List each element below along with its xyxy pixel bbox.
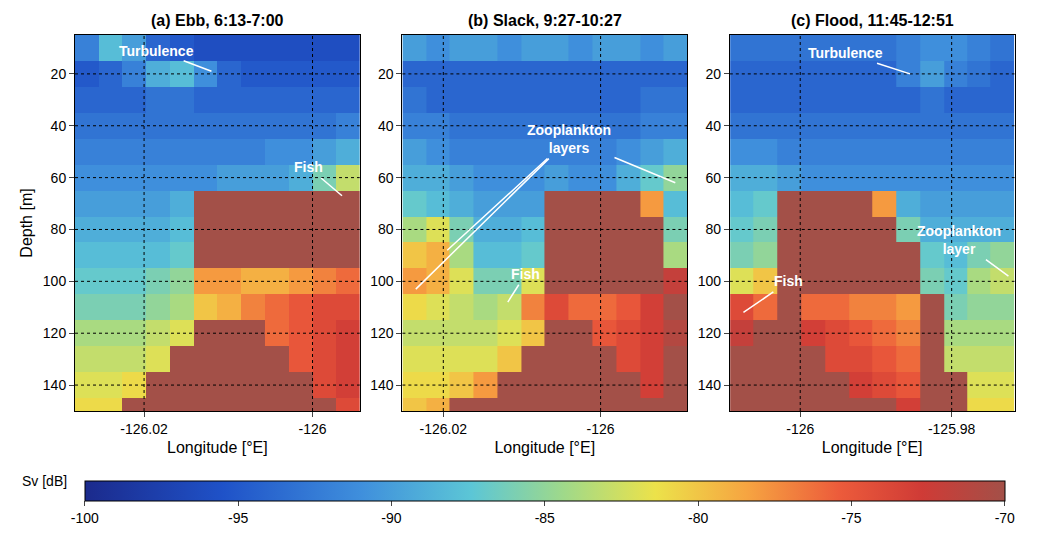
svg-text:-126: -126 [299,421,327,437]
svg-text:(c) Flood, 11:45-12:51: (c) Flood, 11:45-12:51 [791,12,954,29]
svg-text:-90: -90 [381,510,401,526]
svg-text:140: 140 [698,377,722,393]
svg-text:40: 40 [378,118,394,134]
svg-text:Fish: Fish [774,273,803,289]
svg-text:20: 20 [705,66,721,82]
svg-text:80: 80 [378,221,394,237]
svg-text:20: 20 [51,66,67,82]
svg-text:Longitude [°E]: Longitude [°E] [167,439,268,456]
svg-text:Longitude [°E]: Longitude [°E] [822,439,923,456]
svg-text:120: 120 [43,325,67,341]
svg-text:60: 60 [705,170,721,186]
svg-text:-126.02: -126.02 [420,421,468,437]
svg-text:-126.02: -126.02 [120,421,168,437]
svg-text:Zooplanktonlayers: Zooplanktonlayers [527,122,611,156]
svg-text:140: 140 [43,377,67,393]
svg-text:-126: -126 [786,421,814,437]
svg-text:-100: -100 [71,510,99,526]
svg-text:100: 100 [698,273,722,289]
svg-text:40: 40 [705,118,721,134]
svg-text:Fish: Fish [511,266,540,282]
svg-text:20: 20 [378,66,394,82]
svg-text:Zooplanktonlayers: Zooplanktonlayers [527,122,611,156]
svg-text:Turbulence: Turbulence [808,45,883,61]
svg-text:Sv [dB]: Sv [dB] [22,473,67,489]
svg-text:100: 100 [370,273,394,289]
svg-text:Longitude [°E]: Longitude [°E] [494,439,595,456]
svg-text:60: 60 [51,170,67,186]
svg-text:120: 120 [370,325,394,341]
svg-text:-70: -70 [995,510,1015,526]
svg-text:80: 80 [705,221,721,237]
svg-text:100: 100 [43,273,67,289]
svg-text:140: 140 [370,377,394,393]
svg-text:Turbulence: Turbulence [119,43,194,59]
svg-text:-80: -80 [688,510,708,526]
svg-text:60: 60 [378,170,394,186]
svg-text:Fish: Fish [294,159,323,175]
svg-text:-95: -95 [228,510,248,526]
svg-text:Zooplanktonlayers: Zooplanktonlayers [527,122,611,156]
svg-text:-126: -126 [587,421,615,437]
svg-text:(b) Slack, 9:27-10:27: (b) Slack, 9:27-10:27 [468,12,622,29]
svg-text:-75: -75 [841,510,861,526]
svg-text:-85: -85 [535,510,555,526]
svg-text:(a) Ebb, 6:13-7:00: (a) Ebb, 6:13-7:00 [151,12,284,29]
svg-text:Depth [m]: Depth [m] [18,188,35,257]
svg-text:120: 120 [698,325,722,341]
svg-text:40: 40 [51,118,67,134]
svg-text:Zooplanktonlayer: Zooplanktonlayer [917,223,1001,257]
svg-text:80: 80 [51,221,67,237]
svg-text:-125.98: -125.98 [928,421,976,437]
